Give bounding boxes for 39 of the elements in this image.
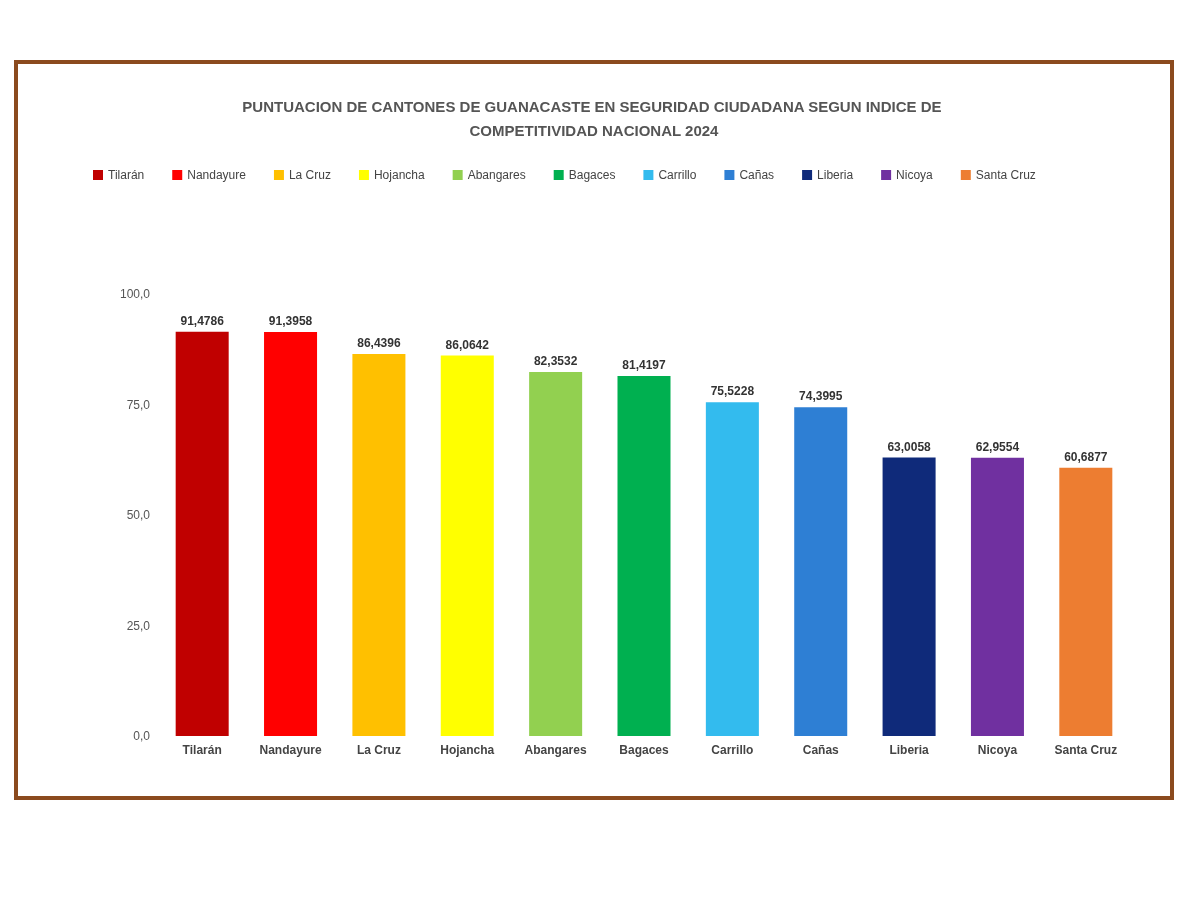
x-tick-label: Hojancha (440, 743, 495, 757)
legend-label: Liberia (817, 168, 854, 182)
x-tick-label: Tilarán (182, 743, 222, 757)
legend-label: Nandayure (187, 168, 247, 182)
y-tick-label: 100,0 (119, 287, 151, 301)
x-tick-label: Bagaces (619, 743, 669, 757)
x-tick-label: Nandayure (259, 743, 322, 757)
legend-label: Santa Cruz (975, 168, 1036, 182)
data-label: 75,5228 (710, 384, 755, 399)
data-label: 91,3958 (268, 314, 313, 329)
data-label: 63,0058 (887, 439, 932, 454)
legend-label: Bagaces (568, 168, 616, 182)
data-label: 91,4786 (180, 313, 225, 328)
y-tick-label: 50,0 (126, 508, 151, 522)
data-label: 62,9554 (975, 439, 1020, 454)
x-tick-label: Santa Cruz (1054, 743, 1118, 757)
y-tick-label: 75,0 (126, 397, 151, 412)
x-tick-label: Nicoya (977, 743, 1018, 757)
x-tick-label: La Cruz (356, 743, 401, 757)
y-tick-label: 25,0 (126, 618, 151, 633)
x-tick-label: Abangares (524, 743, 587, 757)
data-label: 74,3995 (799, 389, 843, 404)
legend-label: Cañas (739, 168, 775, 182)
legend-label: Abangares (467, 168, 526, 182)
x-tick-label: Carrillo (711, 743, 754, 757)
legend-label: Nicoya (896, 168, 934, 182)
legend-label: Tilarán (108, 168, 145, 182)
data-label: 86,0642 (445, 337, 490, 352)
data-label: 82,3532 (533, 354, 578, 368)
x-tick-label: Liberia (889, 743, 930, 757)
data-label: 60,6877 (1064, 449, 1108, 464)
legend-label: Hojancha (373, 168, 425, 182)
y-tick-label: 0,0 (133, 729, 151, 743)
x-tick-label: Cañas (802, 743, 840, 757)
chart-title: PUNTUACION DE CANTONES DE GUANACASTE EN SEGURIDAD CIUDADANA SEGUN INDICE DE COMPETITIVIDAD NACIONAL 2024 (242, 97, 946, 139)
legend-label: Carrillo (658, 168, 697, 182)
data-label: 81,4197 (622, 358, 667, 373)
legend-label: La Cruz (288, 168, 331, 182)
data-label: 86,4396 (357, 335, 401, 350)
